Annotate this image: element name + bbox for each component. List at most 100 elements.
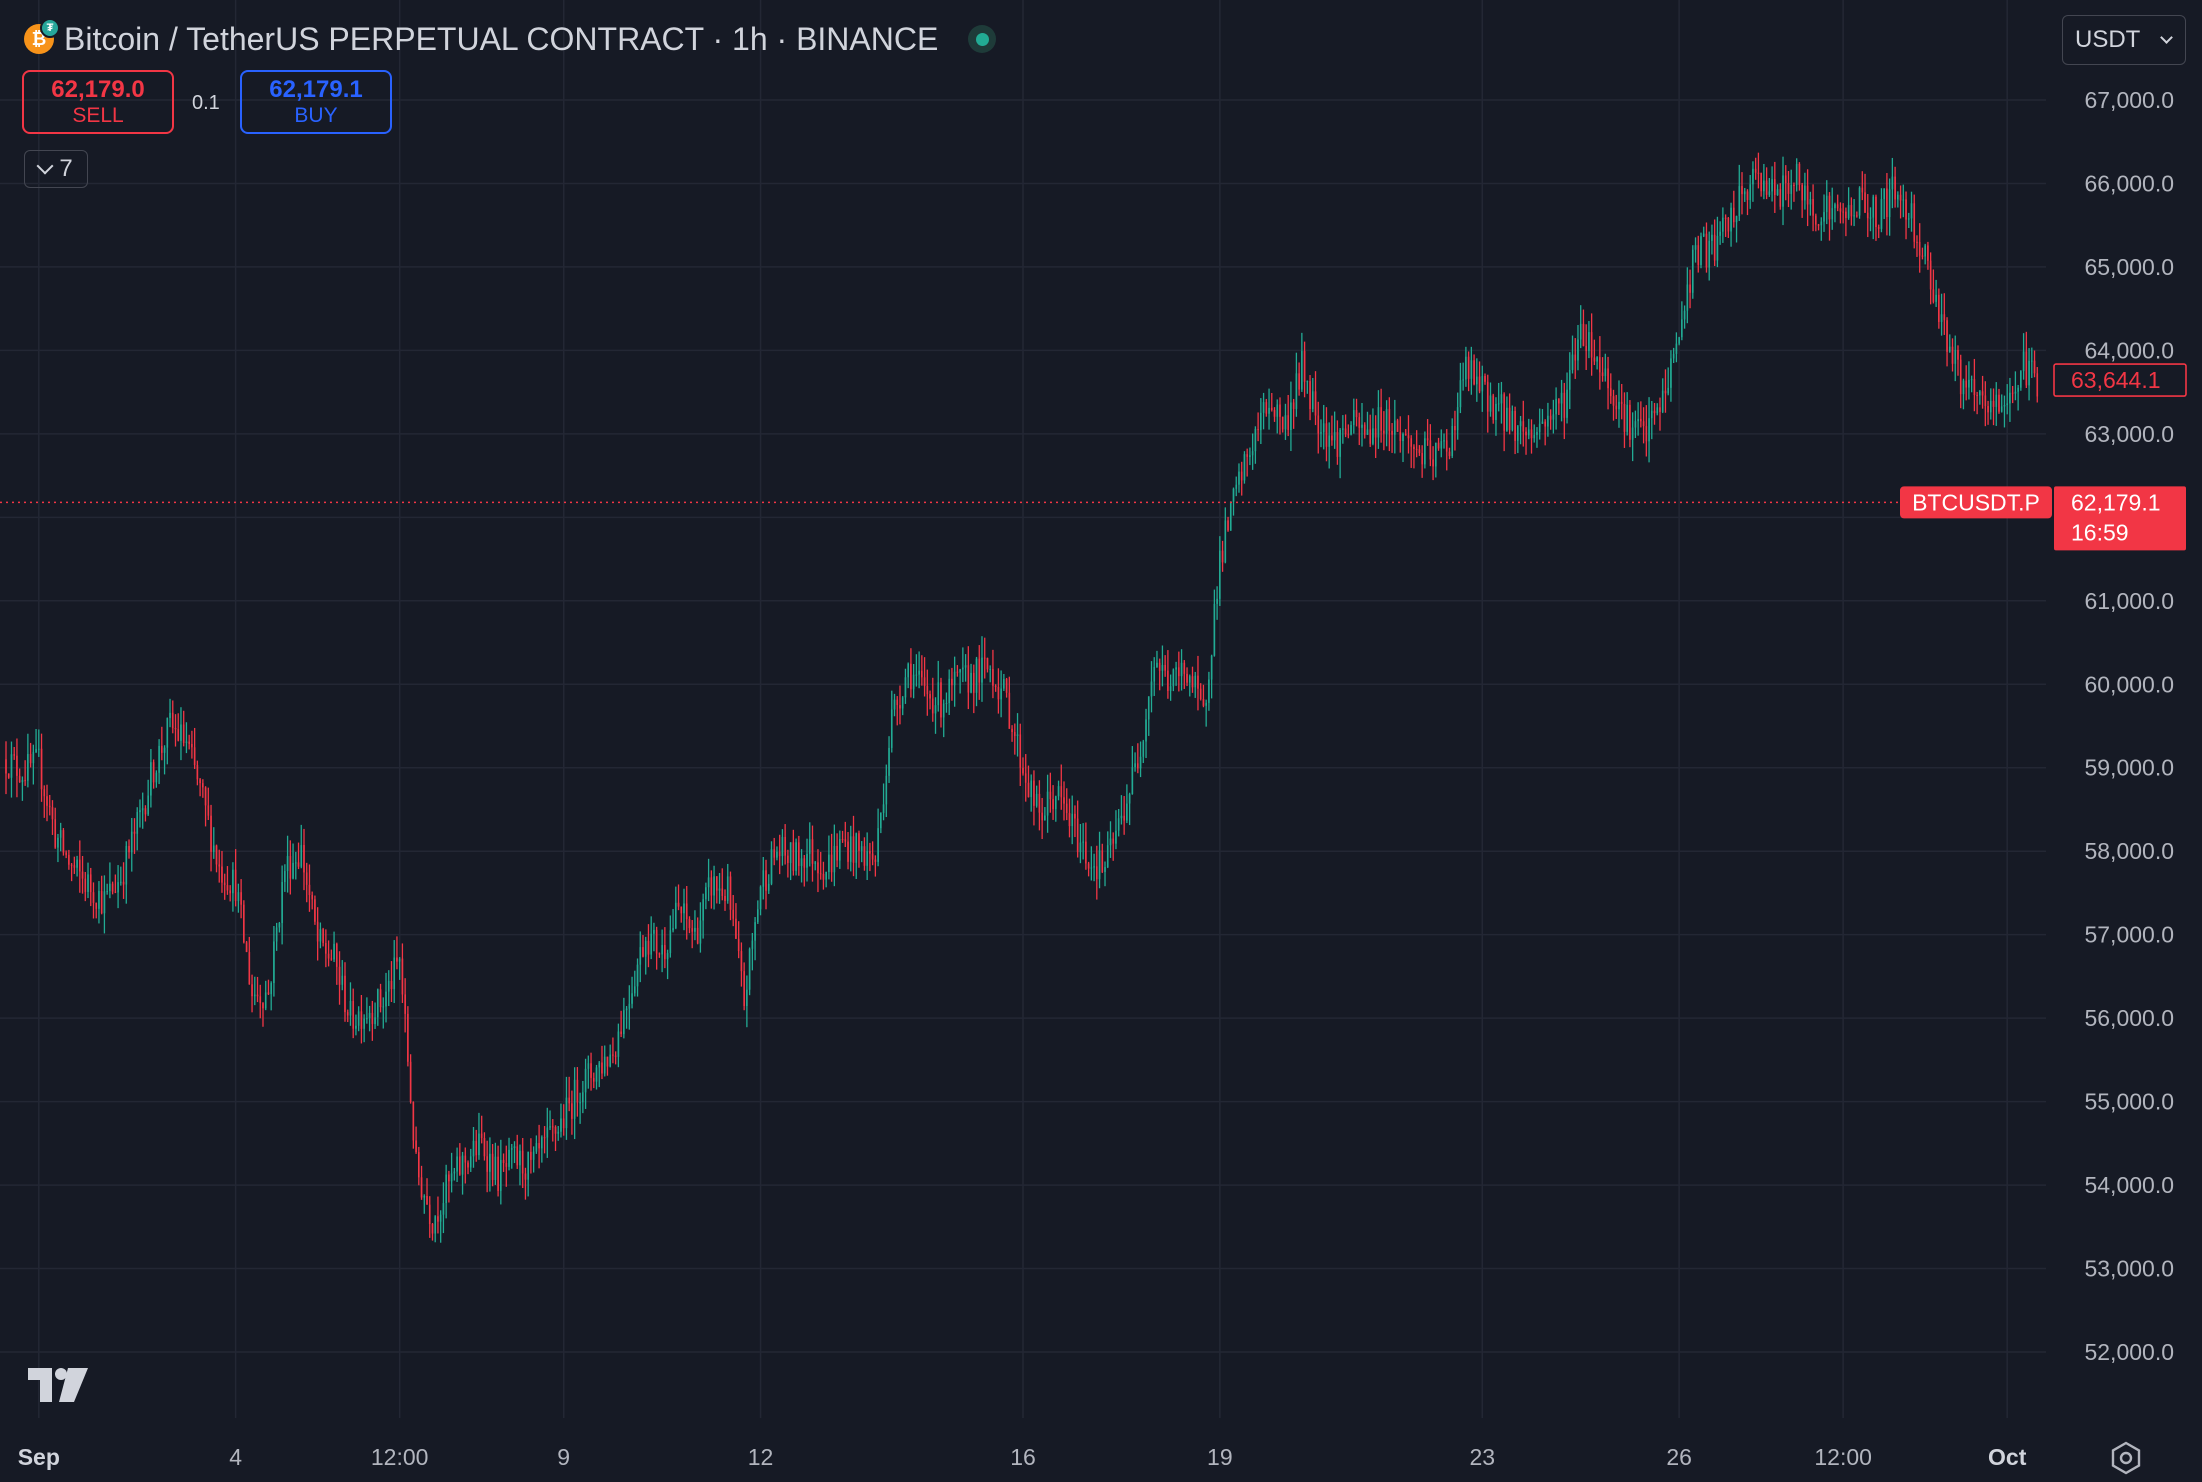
candle-body xyxy=(114,891,117,893)
y-tick-label: 53,000.0 xyxy=(2084,1256,2174,1282)
gear-icon[interactable] xyxy=(2108,1440,2144,1476)
candle-body xyxy=(806,853,808,868)
candle-body xyxy=(316,921,319,942)
candle-body xyxy=(1497,403,1500,405)
candle-body xyxy=(62,830,65,853)
candle-body xyxy=(1795,163,1798,186)
candle-body xyxy=(1839,208,1842,212)
candle-body xyxy=(1158,662,1161,671)
candle-body xyxy=(997,686,1000,700)
tether-icon: ₮ xyxy=(40,18,60,38)
candle-body xyxy=(1082,841,1084,843)
candle-body xyxy=(103,891,106,914)
candle-body xyxy=(1784,175,1787,184)
candle-body xyxy=(899,705,901,709)
candle-body xyxy=(1894,176,1896,200)
candle-body xyxy=(1033,780,1035,806)
candle-body xyxy=(1856,215,1858,217)
candle-body xyxy=(1476,376,1478,385)
candle-body xyxy=(237,892,240,902)
candle-body xyxy=(1954,350,1957,364)
candle-body xyxy=(521,1150,524,1174)
candle-body xyxy=(590,1063,592,1078)
candle-body xyxy=(273,941,275,984)
candle-body xyxy=(1670,358,1672,388)
candle-body xyxy=(940,682,942,718)
candle-body xyxy=(1219,550,1221,599)
tradingview-logo-icon[interactable] xyxy=(28,1368,92,1402)
y-tick-label: 65,000.0 xyxy=(2084,254,2174,280)
candle-body xyxy=(335,943,338,967)
currency-select[interactable]: USDT xyxy=(2062,15,2186,65)
candle-body xyxy=(1350,424,1352,435)
candle-body xyxy=(918,670,920,675)
market-open-icon[interactable] xyxy=(968,25,997,53)
buy-button[interactable]: 62,179.1 BUY xyxy=(240,70,392,134)
candle-body xyxy=(311,895,314,900)
candle-body xyxy=(587,1063,590,1069)
candle-body xyxy=(1183,662,1186,674)
candle-body xyxy=(289,856,292,879)
candle-body xyxy=(1342,428,1344,430)
candle-body xyxy=(1590,332,1593,358)
candle-body xyxy=(825,871,827,880)
candle-body xyxy=(2014,391,2017,394)
candle-body xyxy=(286,856,289,872)
x-tick-label: Sep xyxy=(18,1444,60,1470)
candle-body xyxy=(1331,435,1333,441)
candle-body xyxy=(1358,417,1361,428)
candle-body xyxy=(781,836,784,857)
candle-body xyxy=(29,754,32,764)
candle-body xyxy=(1861,187,1864,193)
candle-body xyxy=(210,815,212,852)
candle-body xyxy=(1541,421,1544,424)
candle-body xyxy=(2011,392,2014,394)
candle-body xyxy=(2036,373,2039,397)
candle-body xyxy=(1749,184,1752,200)
candle-body xyxy=(1016,734,1019,736)
candle-body xyxy=(1175,667,1177,670)
candle-body xyxy=(942,703,945,718)
candle-body xyxy=(1251,451,1254,456)
candle-body xyxy=(699,920,702,944)
candle-body xyxy=(1273,410,1276,417)
candle-body xyxy=(325,942,327,954)
candle-body xyxy=(694,927,696,932)
candle-body xyxy=(417,1152,420,1178)
candle-body xyxy=(1995,394,1998,407)
candle-body xyxy=(705,887,707,900)
candle-body xyxy=(1924,245,1926,257)
candle-body xyxy=(1208,679,1210,703)
symbol-title[interactable]: Bitcoin / TetherUS PERPETUAL CONTRACT · … xyxy=(64,20,939,57)
candle-body xyxy=(1254,428,1257,452)
candle-body xyxy=(1101,850,1104,872)
candle-body xyxy=(789,842,792,864)
candle-body xyxy=(1645,426,1648,442)
candle-body xyxy=(847,841,849,862)
candle-body xyxy=(1519,421,1522,427)
candle-body xyxy=(1536,432,1538,435)
candle-body xyxy=(751,940,754,949)
candle-body xyxy=(1623,403,1626,432)
candle-body xyxy=(48,805,51,808)
candle-body xyxy=(1467,356,1470,379)
candle-body xyxy=(1500,394,1503,404)
candle-body xyxy=(1448,451,1451,457)
candle-body xyxy=(1429,440,1432,460)
candle-body xyxy=(1019,734,1022,768)
candle-body xyxy=(653,929,655,934)
candle-body xyxy=(1820,221,1823,226)
candle-body xyxy=(1117,818,1120,831)
candle-body xyxy=(1973,379,1976,396)
candle-body xyxy=(54,819,57,848)
candle-body xyxy=(1667,387,1670,394)
candle-body xyxy=(901,697,904,709)
indicators-toggle-button[interactable]: 7 xyxy=(24,150,88,188)
candle-body xyxy=(314,899,316,922)
sell-button[interactable]: 62,179.0 SELL xyxy=(22,70,174,134)
candle-body xyxy=(396,957,398,962)
candle-body xyxy=(1935,294,1937,302)
candle-body xyxy=(161,745,163,753)
